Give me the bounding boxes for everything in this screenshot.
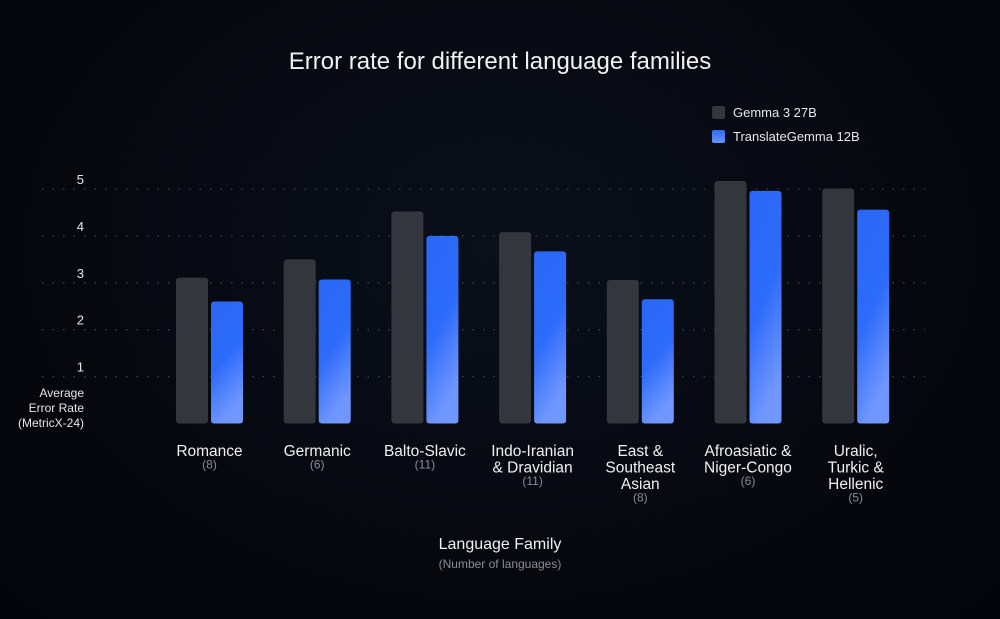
x-tick-count: (6) — [310, 458, 325, 472]
bar-translategemma-12b — [534, 251, 567, 424]
x-tick-label: Indo-Iranian — [491, 443, 574, 460]
y-axis-label: Average Error Rate (MetricX-24) — [0, 386, 84, 431]
x-tick-label: Germanic — [284, 443, 351, 460]
bar-translategemma-12b — [857, 209, 890, 424]
legend-swatch-gemma — [712, 105, 725, 119]
x-tick-label: Uralic, — [834, 443, 878, 460]
x-tick-count: (11) — [415, 458, 435, 472]
y-axis-label-line: Average — [39, 386, 84, 400]
legend-item-gemma: Gemma 3 27B — [712, 100, 860, 124]
legend-label-translategemma: TranslateGemma 12B — [733, 128, 860, 144]
x-tick-label: Turkic & — [828, 460, 885, 477]
x-tick-count: (8) — [202, 458, 217, 472]
legend: Gemma 3 27B TranslateGemma 12B — [712, 100, 860, 148]
x-tick-count: (11) — [522, 474, 542, 488]
bar-gemma-3-27b — [822, 188, 855, 424]
bar-translategemma-12b — [749, 190, 782, 424]
bar-translategemma-12b — [211, 301, 243, 424]
y-tick-label: 5 — [77, 172, 84, 187]
x-axis-title: Language Family — [438, 536, 562, 553]
bar-gemma-3-27b — [606, 279, 639, 424]
legend-item-translategemma: TranslateGemma 12B — [712, 124, 860, 148]
bar-gemma-3-27b — [176, 277, 208, 424]
y-axis-label-line: (MetricX-24) — [17, 416, 84, 430]
bar-translategemma-12b — [641, 299, 674, 424]
y-axis-label-line: Error Rate — [28, 401, 84, 415]
chart-title: Error rate for different language famili… — [288, 48, 712, 75]
x-tick-label: & Dravidian — [493, 460, 573, 477]
bar-gemma-3-27b — [714, 181, 747, 424]
x-tick-label: Afroasiatic & — [704, 443, 792, 460]
x-tick-label: Niger-Congo — [704, 460, 792, 477]
y-tick-label: 2 — [77, 313, 84, 328]
x-tick-label: Balto-Slavic — [384, 443, 466, 460]
bar-gemma-3-27b — [499, 232, 532, 424]
legend-swatch-translategemma — [712, 129, 725, 143]
x-tick-label: Southeast — [605, 460, 675, 477]
x-tick-label: East & — [617, 443, 663, 460]
x-tick-count: (8) — [633, 491, 648, 505]
y-tick-label: 3 — [77, 266, 84, 281]
y-tick-label: 4 — [77, 219, 84, 234]
y-tick-label: 1 — [77, 360, 84, 375]
x-tick-label: Hellenic — [828, 476, 883, 493]
bar-gemma-3-27b — [283, 259, 316, 424]
x-tick-count: (6) — [741, 474, 756, 488]
x-tick-label: Asian — [621, 476, 660, 493]
bar-translategemma-12b — [318, 279, 351, 424]
x-axis-subtitle: (Number of languages) — [438, 557, 562, 571]
bar-gemma-3-27b — [391, 211, 424, 424]
legend-label-gemma: Gemma 3 27B — [733, 104, 817, 120]
x-tick-count: (5) — [848, 491, 863, 505]
x-tick-label: Romance — [176, 443, 242, 460]
bar-translategemma-12b — [426, 235, 459, 424]
